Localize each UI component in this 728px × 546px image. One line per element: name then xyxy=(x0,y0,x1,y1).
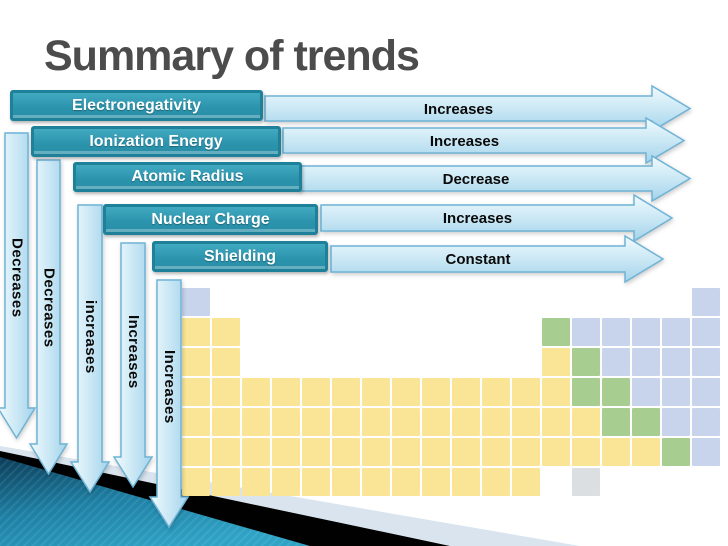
element-cell-r3c1-metal xyxy=(182,348,210,376)
element-cell-r4c3-metal xyxy=(242,378,270,406)
element-cell-r4c4-metal xyxy=(272,378,300,406)
element-cell-r4c18-nonmetal xyxy=(692,378,720,406)
element-cell-r7c11-metal xyxy=(482,468,510,496)
element-cell-r4c13-metal xyxy=(542,378,570,406)
element-cell-r3c16-nonmetal xyxy=(632,348,660,376)
periodic-table xyxy=(182,288,720,496)
element-cell-r5c7-metal xyxy=(362,408,390,436)
element-cell-r5c16-metalloid xyxy=(632,408,660,436)
down-arrow-ionization-energy xyxy=(28,159,69,476)
element-cell-r7c9-metal xyxy=(422,468,450,496)
element-cell-r6c2-metal xyxy=(212,438,240,466)
element-cell-r5c13-metal xyxy=(542,408,570,436)
element-cell-r7c1-metal xyxy=(182,468,210,496)
element-cell-r7c2-metal xyxy=(212,468,240,496)
element-cell-r6c14-metal xyxy=(572,438,600,466)
element-cell-r4c1-metal xyxy=(182,378,210,406)
element-cell-r3c2-metal xyxy=(212,348,240,376)
element-cell-r5c4-metal xyxy=(272,408,300,436)
element-cell-r4c6-metal xyxy=(332,378,360,406)
element-cell-r3c14-metalloid xyxy=(572,348,600,376)
element-cell-r6c17-metalloid xyxy=(662,438,690,466)
right-arrow-nuclear-charge xyxy=(320,193,674,243)
element-cell-r6c1-metal xyxy=(182,438,210,466)
element-cell-r7c12-metal xyxy=(512,468,540,496)
element-cell-r6c6-metal xyxy=(332,438,360,466)
element-cell-r5c12-metal xyxy=(512,408,540,436)
element-cell-r5c14-metal xyxy=(572,408,600,436)
element-cell-r4c12-metal xyxy=(512,378,540,406)
element-cell-r6c15-metal xyxy=(602,438,630,466)
element-cell-r4c15-metalloid xyxy=(602,378,630,406)
element-cell-r6c11-metal xyxy=(482,438,510,466)
element-cell-r2c14-nonmetal xyxy=(572,318,600,346)
right-arrow-shielding xyxy=(330,234,665,284)
element-cell-r2c1-metal xyxy=(182,318,210,346)
element-cell-r2c13-metalloid xyxy=(542,318,570,346)
element-cell-r4c8-metal xyxy=(392,378,420,406)
element-cell-r4c11-metal xyxy=(482,378,510,406)
element-cell-r6c3-metal xyxy=(242,438,270,466)
element-cell-r6c5-metal xyxy=(302,438,330,466)
element-cell-r7c14-unknown xyxy=(572,468,600,496)
element-cell-r5c3-metal xyxy=(242,408,270,436)
element-cell-r5c18-nonmetal xyxy=(692,408,720,436)
right-arrow-atomic-radius xyxy=(299,154,692,203)
element-cell-r4c9-metal xyxy=(422,378,450,406)
element-cell-r4c17-nonmetal xyxy=(662,378,690,406)
element-cell-r4c16-nonmetal xyxy=(632,378,660,406)
element-cell-r3c13-metal xyxy=(542,348,570,376)
element-cell-r4c10-metal xyxy=(452,378,480,406)
element-cell-r4c7-metal xyxy=(362,378,390,406)
element-cell-r2c18-nonmetal xyxy=(692,318,720,346)
element-cell-r6c9-metal xyxy=(422,438,450,466)
element-cell-r2c17-nonmetal xyxy=(662,318,690,346)
element-cell-r7c10-metal xyxy=(452,468,480,496)
element-cell-r3c18-nonmetal xyxy=(692,348,720,376)
element-cell-r2c16-nonmetal xyxy=(632,318,660,346)
element-cell-r5c9-metal xyxy=(422,408,450,436)
element-cell-r5c11-metal xyxy=(482,408,510,436)
element-cell-r2c2-metal xyxy=(212,318,240,346)
element-cell-r7c8-metal xyxy=(392,468,420,496)
down-arrow-electronegativity xyxy=(0,132,37,440)
element-cell-r4c2-metal xyxy=(212,378,240,406)
element-cell-r3c17-nonmetal xyxy=(662,348,690,376)
element-cell-r4c5-metal xyxy=(302,378,330,406)
element-cell-r7c4-metal xyxy=(272,468,300,496)
element-cell-r6c18-nonmetal xyxy=(692,438,720,466)
element-cell-r6c10-metal xyxy=(452,438,480,466)
element-cell-r5c1-metal xyxy=(182,408,210,436)
element-cell-r7c6-metal xyxy=(332,468,360,496)
element-cell-r5c8-metal xyxy=(392,408,420,436)
element-cell-r7c5-metal xyxy=(302,468,330,496)
element-cell-r6c4-metal xyxy=(272,438,300,466)
element-cell-r6c16-metal xyxy=(632,438,660,466)
right-arrow-ionization-energy xyxy=(282,116,686,165)
element-cell-r5c5-metal xyxy=(302,408,330,436)
element-cell-r6c13-metal xyxy=(542,438,570,466)
element-cell-r4c14-metalloid xyxy=(572,378,600,406)
down-arrow-shielding xyxy=(148,279,190,529)
element-cell-r3c15-nonmetal xyxy=(602,348,630,376)
element-cell-r6c12-metal xyxy=(512,438,540,466)
down-arrow-nuclear-charge xyxy=(112,242,154,489)
element-cell-r1c18-nonmetal xyxy=(692,288,720,316)
element-cell-r7c3-metal xyxy=(242,468,270,496)
element-cell-r5c17-nonmetal xyxy=(662,408,690,436)
down-arrow-atomic-radius xyxy=(69,204,111,494)
element-cell-r2c15-nonmetal xyxy=(602,318,630,346)
element-cell-r7c7-metal xyxy=(362,468,390,496)
right-arrow-electronegativity xyxy=(264,84,692,133)
element-cell-r1c1-nonmetal xyxy=(182,288,210,316)
element-cell-r6c8-metal xyxy=(392,438,420,466)
element-cell-r5c10-metal xyxy=(452,408,480,436)
element-cell-r5c6-metal xyxy=(332,408,360,436)
element-cell-r5c2-metal xyxy=(212,408,240,436)
element-cell-r6c7-metal xyxy=(362,438,390,466)
element-cell-r5c15-metalloid xyxy=(602,408,630,436)
